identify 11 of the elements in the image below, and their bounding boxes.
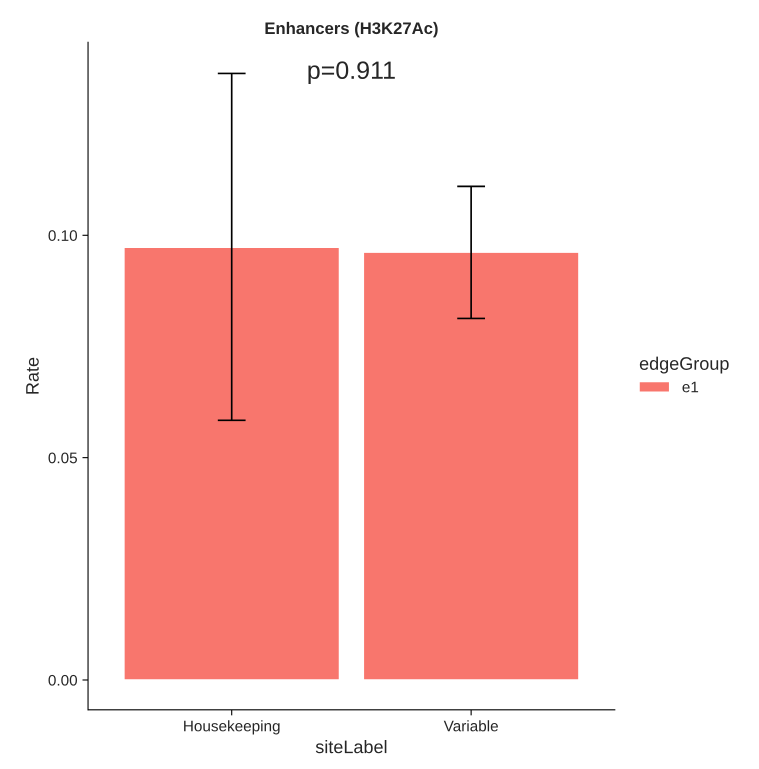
x-tick-label: Housekeeping [184, 720, 280, 734]
y-tick-label: 0.10 [48, 230, 78, 241]
chart-title: Enhancers (H3K27Ac) [265, 22, 438, 38]
legend-title: edgeGroup [640, 356, 729, 374]
y-tick-label: 0.05 [48, 452, 77, 464]
y-tick-label: 0.00 [48, 674, 78, 686]
x-axis-title: siteLabel [316, 740, 386, 754]
x-tick-label: Variable [444, 720, 498, 732]
annotation: p=0.911 [308, 61, 395, 84]
y-axis-title: Rate [26, 358, 39, 394]
legend-label: e1 [682, 382, 698, 392]
